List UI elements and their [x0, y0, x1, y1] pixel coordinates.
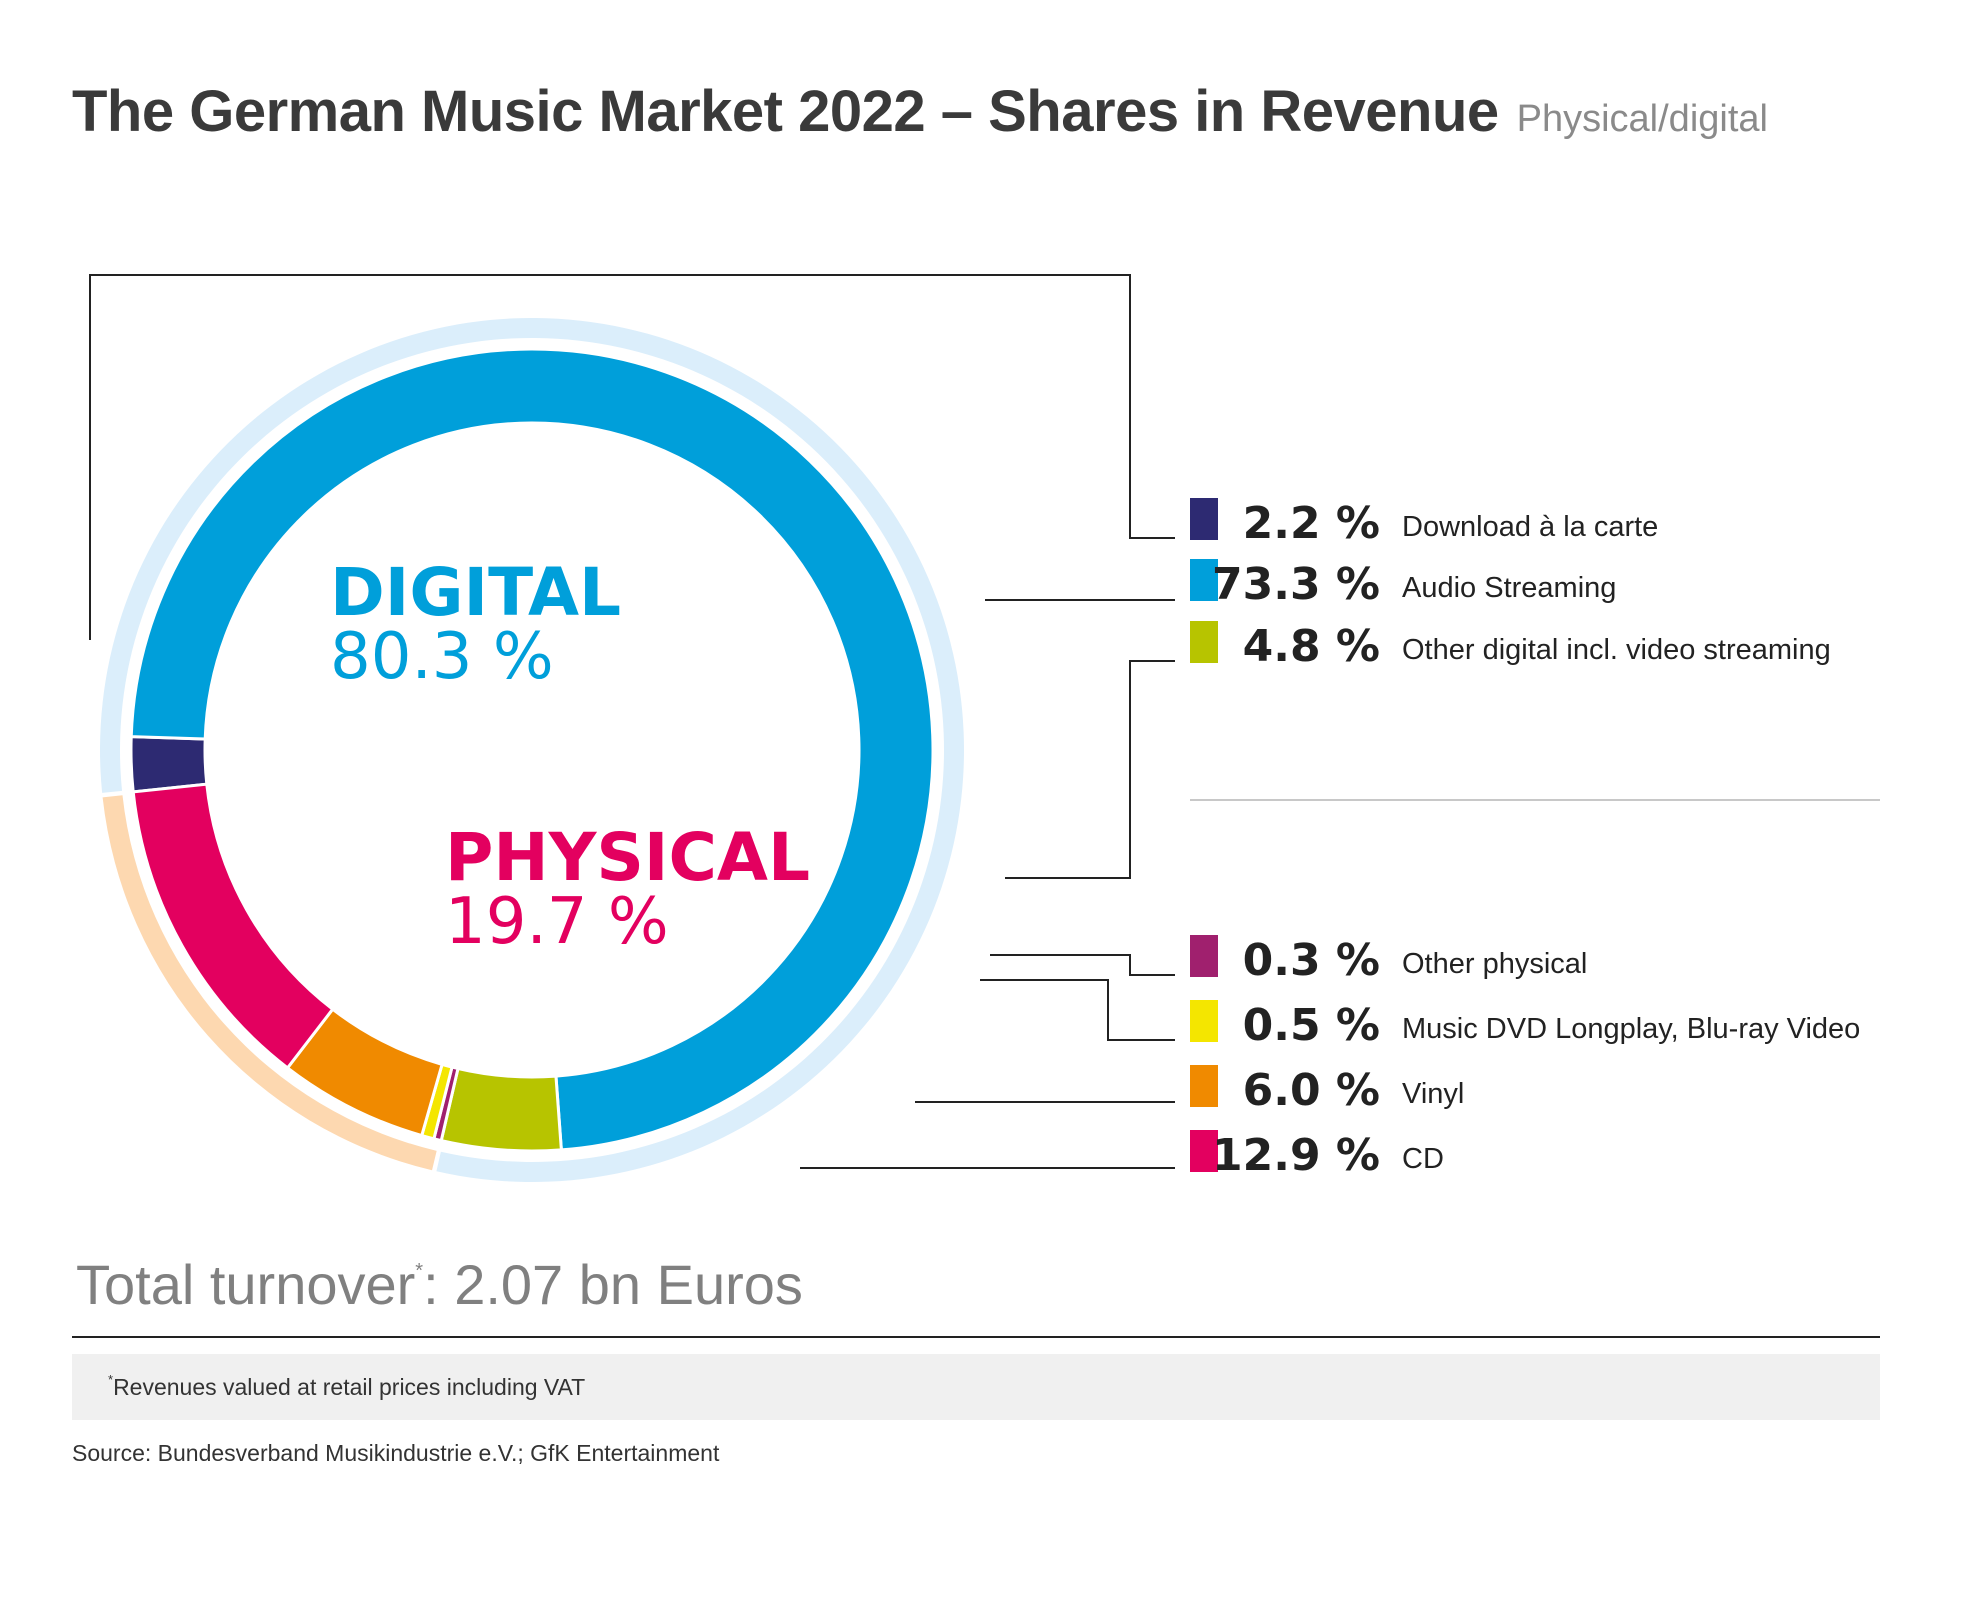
total-divider: [72, 1336, 1880, 1338]
digital-label: DIGITAL: [330, 554, 621, 631]
digital-value: 80.3 %: [330, 620, 554, 694]
group-rings: [99, 317, 964, 1182]
slice-other-digital-incl-video-streaming: [439, 1066, 563, 1153]
footnote-text: Revenues valued at retail prices includi…: [113, 1374, 586, 1400]
legend-swatch-vinyl: [1190, 1065, 1218, 1107]
physical-label: PHYSICAL: [445, 819, 810, 896]
legend-label-music-dvd-longplay-blu-ray-video: Music DVD Longplay, Blu-ray Video: [1402, 1013, 1860, 1045]
slice-audio-streaming: [129, 347, 935, 1152]
legend-value-download-la-carte: 2.2 %: [1243, 498, 1380, 549]
legend-value-vinyl: 6.0 %: [1243, 1065, 1380, 1116]
legend-swatch-download-la-carte: [1190, 498, 1218, 540]
legend: 2.2 % Download à la carte 73.3 % Audio Stre…: [1190, 498, 1860, 1181]
donut-slices: [129, 347, 935, 1153]
total-turnover: Total turnover*: 2.07 bn Euros: [76, 1252, 803, 1317]
legend-swatch-music-dvd-longplay-blu-ray-video: [1190, 1000, 1218, 1042]
legend-value-audio-streaming: 73.3 %: [1212, 559, 1380, 610]
legend-label-vinyl: Vinyl: [1402, 1078, 1464, 1110]
total-mark: *: [415, 1260, 424, 1282]
legend-value-other-digital-incl-video-streaming: 4.8 %: [1243, 621, 1380, 672]
legend-label-other-physical: Other physical: [1402, 948, 1587, 980]
legend-label-download-la-carte: Download à la carte: [1402, 511, 1658, 543]
connector-other-physical: [990, 954, 1175, 976]
legend-connectors: [89, 274, 1175, 1169]
connector-dvd: [980, 979, 1175, 1041]
legend-swatch-audio-streaming: [1190, 559, 1218, 601]
legend-label-cd: CD: [1402, 1143, 1444, 1175]
source-note: Source: Bundesverband Musikindustrie e.V…: [72, 1440, 720, 1466]
legend-label-audio-streaming: Audio Streaming: [1402, 572, 1616, 604]
connector-download: [89, 274, 1175, 640]
group-ring-physical: [102, 795, 437, 1171]
total-value: : 2.07 bn Euros: [423, 1253, 803, 1316]
legend-swatch-cd: [1190, 1130, 1218, 1172]
footnote-box: *Revenues valued at retail prices includ…: [72, 1354, 1880, 1420]
legend-value-cd: 12.9 %: [1212, 1130, 1380, 1181]
slice-cd: [131, 782, 335, 1070]
connector-other-digital: [1005, 660, 1175, 879]
title-row: The German Music Market 2022 – Shares in…: [72, 78, 1768, 145]
legend-value-other-physical: 0.3 %: [1243, 935, 1380, 986]
physical-value: 19.7 %: [445, 885, 669, 959]
slice-download-la-carte: [129, 735, 209, 794]
footnote: *Revenues valued at retail prices includ…: [108, 1372, 586, 1401]
total-label: Total turnover: [76, 1253, 416, 1316]
legend-swatch-other-digital-incl-video-streaming: [1190, 621, 1218, 663]
legend-label-other-digital-incl-video-streaming: Other digital incl. video streaming: [1402, 634, 1831, 666]
chart-subtitle: Physical/digital: [1516, 98, 1768, 140]
legend-value-music-dvd-longplay-blu-ray-video: 0.5 %: [1243, 1000, 1380, 1051]
legend-swatch-other-physical: [1190, 935, 1218, 977]
footnote-mark: *: [108, 1372, 114, 1387]
chart-title: The German Music Market 2022 – Shares in…: [72, 79, 1499, 144]
